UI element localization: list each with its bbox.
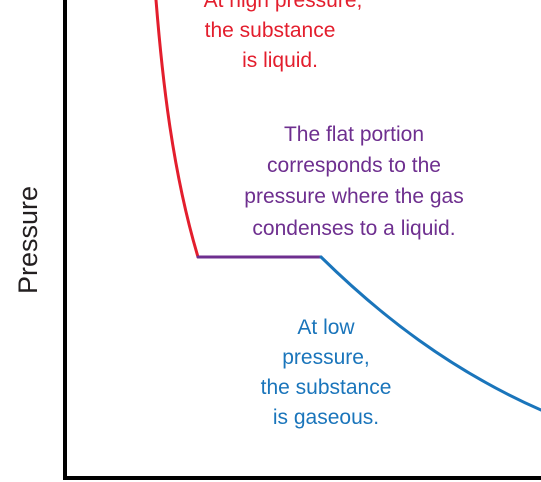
gas-annotation-line: pressure,	[282, 346, 370, 369]
condensation-annotation: The flat portion corresponds to the pres…	[244, 123, 463, 240]
gas-annotation-line: is gaseous.	[273, 406, 379, 429]
gas-annotation-line: the substance	[261, 376, 392, 399]
gas-annotation: At low pressure, the substance is gaseou…	[261, 316, 392, 429]
y-axis-label: Pressure	[13, 186, 43, 294]
liquid-annotation: At high pressure, the substance is liqui…	[204, 0, 363, 72]
liquid-annotation-line: the substance	[205, 19, 336, 42]
condensation-annotation-line: corresponds to the	[267, 154, 441, 177]
liquid-annotation-line: is liquid.	[242, 49, 318, 72]
condensation-annotation-line: pressure where the gas	[244, 185, 463, 208]
condensation-annotation-line: The flat portion	[284, 123, 424, 146]
condensation-annotation-line: condenses to a liquid.	[252, 217, 455, 240]
gas-curve	[319, 255, 541, 412]
liquid-curve	[154, 0, 200, 259]
liquid-annotation-line: At high pressure,	[204, 0, 363, 12]
gas-annotation-line: At low	[297, 316, 355, 339]
